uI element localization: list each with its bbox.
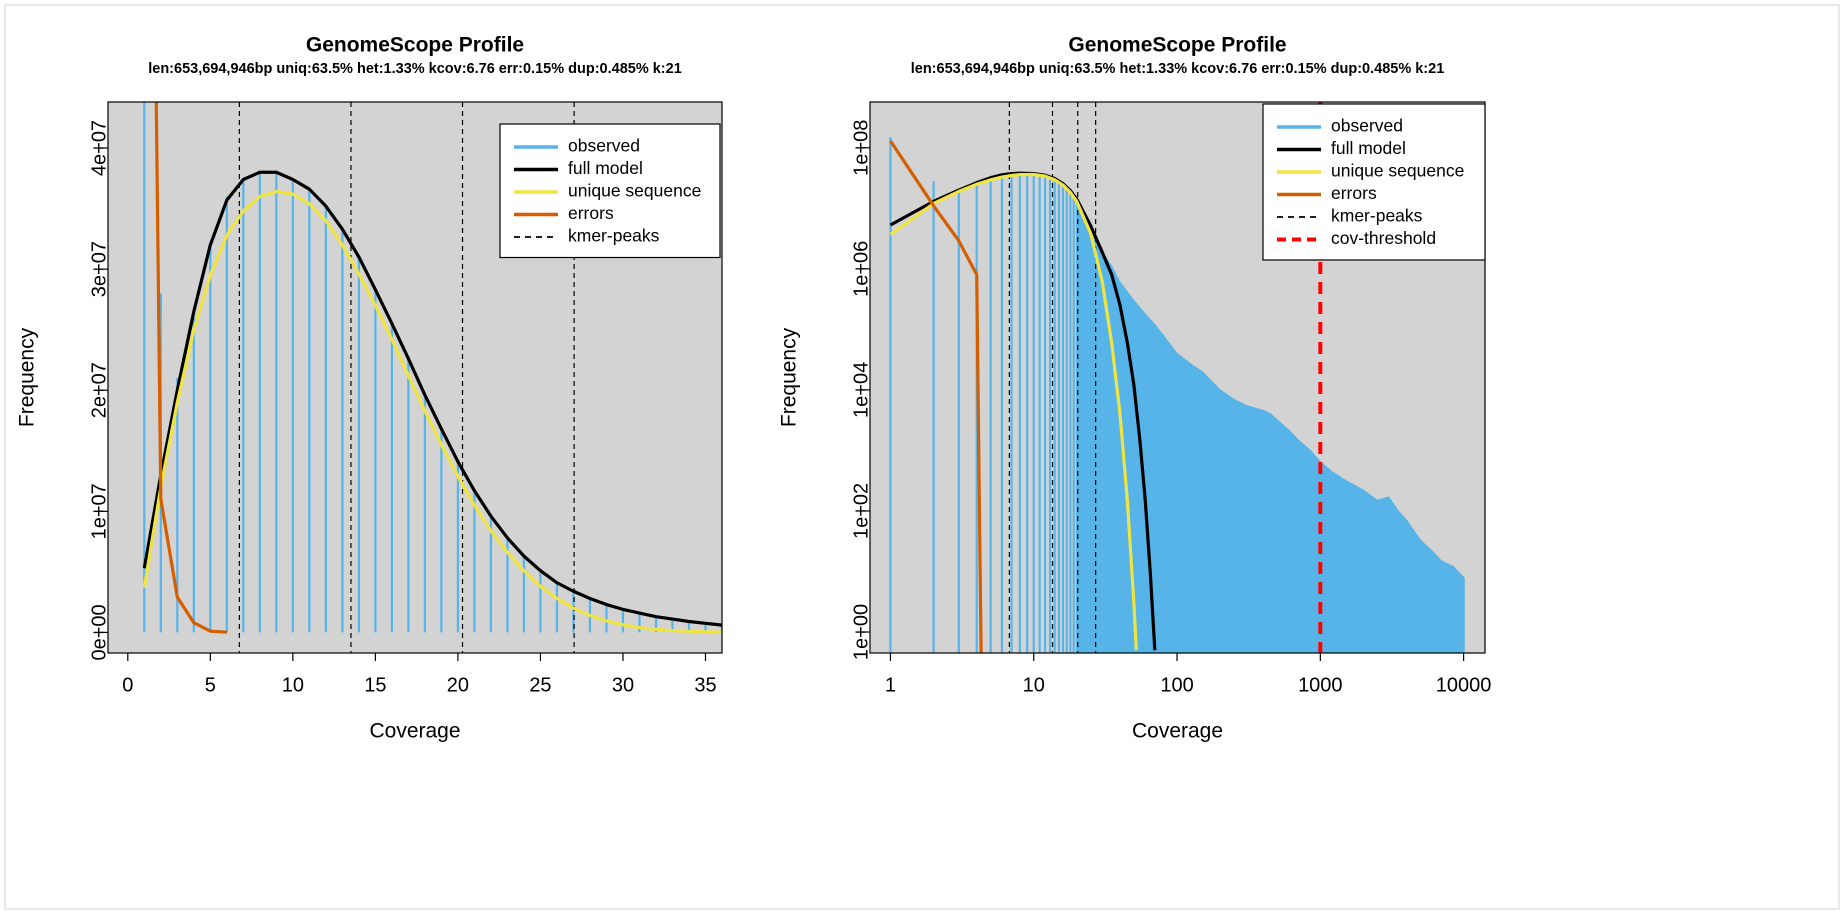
x-tick-label: 5 [205, 674, 216, 696]
y-axis-label: Frequency [16, 327, 39, 427]
plot-area [142, 102, 722, 653]
legend-label: kmer-peaks [568, 226, 660, 246]
y-axis-label: Frequency [778, 327, 801, 427]
legend-box [1262, 103, 1486, 261]
y-tick-label: 2e+07 [88, 362, 110, 418]
series-line [889, 172, 1138, 651]
x-tick-label: 15 [364, 674, 386, 696]
y-tick-label: 1e+02 [850, 483, 872, 539]
legend-label: errors [568, 203, 614, 223]
chart-title: GenomeScope Profile [1068, 34, 1286, 57]
x-axis-label: Coverage [1132, 720, 1223, 743]
legend-label: cov-threshold [1331, 228, 1436, 248]
series-line [154, 102, 227, 634]
plot-area [889, 102, 1465, 653]
y-tick-label: 1e+04 [850, 362, 872, 418]
chart-subtitle: len:653,694,946bp uniq:63.5% het:1.33% k… [148, 61, 682, 77]
legend-label: errors [1331, 183, 1377, 203]
series-line [142, 170, 722, 627]
legend-label: unique sequence [1331, 161, 1464, 181]
x-tick-label: 10 [282, 674, 304, 696]
x-tick-label: 10000 [1436, 674, 1492, 696]
y-tick-label: 1e+00 [850, 604, 872, 660]
chart-title: GenomeScope Profile [306, 34, 524, 57]
legend-label: kmer-peaks [1331, 206, 1423, 226]
legend-label: observed [568, 136, 640, 156]
x-tick-label: 100 [1160, 674, 1193, 696]
x-tick-label: 20 [447, 674, 469, 696]
x-tick-label: 30 [612, 674, 634, 696]
y-tick-label: 1e+06 [850, 241, 872, 297]
legend-label: full model [568, 158, 643, 178]
x-tick-label: 10 [1023, 674, 1045, 696]
legend-label: observed [1331, 116, 1403, 136]
series-line [142, 190, 722, 634]
chart-subtitle: len:653,694,946bp uniq:63.5% het:1.33% k… [911, 61, 1445, 77]
y-tick-label: 0e+00 [88, 604, 110, 660]
y-tick-label: 4e+07 [88, 120, 110, 176]
y-tick-label: 1e+07 [88, 483, 110, 539]
y-tick-label: 3e+07 [88, 241, 110, 297]
legend-label: unique sequence [568, 181, 701, 201]
legend-label: full model [1331, 138, 1406, 158]
plot-border [107, 101, 723, 654]
series-line [889, 139, 983, 653]
x-tick-label: 1000 [1298, 674, 1343, 696]
y-tick-label: 1e+08 [850, 120, 872, 176]
x-tick-label: 25 [529, 674, 551, 696]
x-axis-label: Coverage [369, 720, 460, 743]
x-tick-label: 1 [885, 674, 896, 696]
x-tick-label: 35 [694, 674, 716, 696]
x-tick-label: 0 [122, 674, 133, 696]
